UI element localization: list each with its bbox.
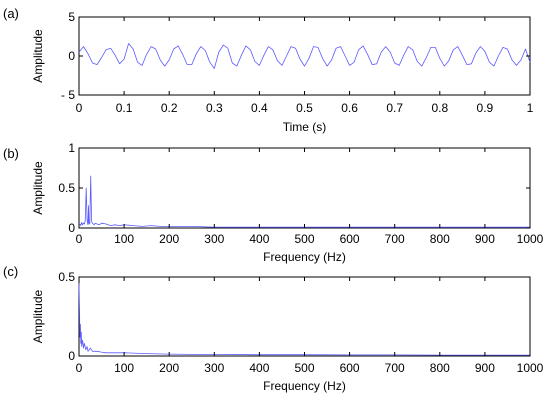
x-tick-label: 0.8: [431, 101, 448, 115]
x-tick-label: 800: [430, 361, 450, 375]
x-tick-label: 0.2: [161, 101, 178, 115]
series-line: [78, 43, 531, 69]
chart-panel-3: 0 100 200 300 400 500 600 700 800 900 1000 0 0.5 Freq…: [3, 264, 544, 393]
y-tick-label: 0: [68, 221, 75, 235]
x-axis-label: Frequency (Hz): [263, 379, 346, 393]
series-line: [78, 283, 530, 356]
x-tick-label: 0.1: [116, 101, 133, 115]
x-tick-label: 900: [475, 361, 495, 375]
x-axis-label: Time (s): [283, 120, 327, 134]
x-tick-label: 800: [430, 232, 450, 246]
y-tick-label: 0.5: [58, 181, 75, 195]
x-tick-label: 0.6: [341, 101, 358, 115]
x-tick-label: 400: [249, 361, 269, 375]
plot-frame: [78, 276, 531, 357]
x-tick-label: 1000: [517, 361, 544, 375]
panel-label: (a): [3, 6, 19, 21]
x-tick-label: 0.3: [206, 101, 223, 115]
x-tick-label: 200: [159, 232, 179, 246]
x-tick-label: 300: [204, 232, 224, 246]
x-tick-label: 0: [76, 232, 83, 246]
x-tick-label: 100: [114, 361, 134, 375]
y-tick-label: 0.5: [58, 270, 75, 284]
plot-frame: [78, 147, 531, 229]
y-axis-label: Amplitude: [31, 161, 45, 215]
x-tick-label: 700: [385, 361, 405, 375]
x-tick-label: 900: [475, 232, 495, 246]
series-line: [78, 175, 530, 228]
x-tick-label: 100: [114, 232, 134, 246]
x-tick-label: 0: [76, 101, 83, 115]
panel-label: (c): [3, 264, 18, 279]
y-tick-label: 0: [68, 49, 75, 63]
x-tick-label: 500: [294, 361, 314, 375]
x-tick-label: 500: [294, 232, 314, 246]
x-tick-label: 300: [204, 361, 224, 375]
x-tick-label: 200: [159, 361, 179, 375]
x-tick-label: 700: [385, 232, 405, 246]
x-tick-label: 0.5: [296, 101, 313, 115]
x-tick-label: 0.9: [477, 101, 494, 115]
y-tick-label: 1: [68, 141, 75, 155]
x-tick-label: 0.7: [386, 101, 403, 115]
x-tick-label: 600: [340, 232, 360, 246]
x-tick-label: 0.4: [251, 101, 268, 115]
y-tick-label: - 5: [61, 88, 75, 102]
chart-panel-2: 0 100 200 300 400 500 600 700 800 900 1000 0 0.5 1 Fre…: [3, 141, 544, 264]
x-tick-label: 600: [340, 361, 360, 375]
y-tick-label: 0: [68, 349, 75, 363]
y-tick-label: 5: [68, 10, 75, 24]
y-axis-label: Amplitude: [31, 29, 45, 83]
x-tick-label: 1: [527, 101, 534, 115]
x-tick-label: 0: [76, 361, 83, 375]
panel-label: (b): [3, 146, 19, 161]
x-tick-label: 400: [249, 232, 269, 246]
y-axis-label: Amplitude: [31, 290, 45, 344]
x-axis-label: Frequency (Hz): [263, 250, 346, 264]
x-tick-label: 1000: [517, 232, 544, 246]
